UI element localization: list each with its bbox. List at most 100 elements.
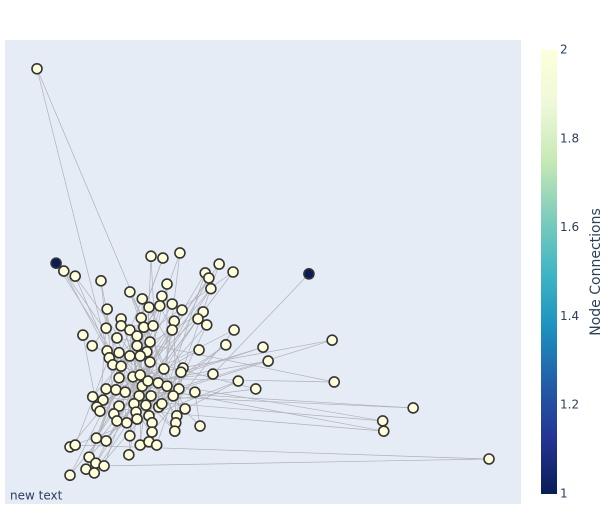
node <box>145 250 157 263</box>
edge <box>95 288 212 464</box>
node <box>179 403 191 415</box>
edge <box>74 325 122 446</box>
node <box>131 339 143 352</box>
node <box>158 363 170 375</box>
node <box>88 467 101 479</box>
node <box>157 252 169 264</box>
node <box>69 439 81 451</box>
node <box>146 426 158 438</box>
node <box>205 282 217 295</box>
colorbar-tick-label: 2 <box>560 43 568 57</box>
node <box>143 301 155 314</box>
edge <box>104 458 490 467</box>
node <box>94 405 106 418</box>
node <box>193 344 205 356</box>
node <box>124 324 136 336</box>
edge <box>184 380 239 410</box>
node <box>69 270 81 282</box>
node <box>328 376 341 388</box>
node <box>100 383 112 395</box>
colorbar-tick-label: 1.4 <box>560 309 579 323</box>
node <box>50 257 62 269</box>
node <box>377 425 390 437</box>
node <box>140 399 152 411</box>
node <box>207 368 219 380</box>
node <box>119 386 132 398</box>
node <box>124 429 136 442</box>
edge <box>135 277 210 413</box>
node <box>407 402 419 414</box>
edge <box>180 346 264 373</box>
node <box>156 290 168 302</box>
node <box>131 413 143 425</box>
node <box>189 386 201 398</box>
node <box>31 62 43 75</box>
node <box>192 313 204 325</box>
node <box>161 380 173 392</box>
edge <box>69 320 175 448</box>
node <box>213 258 225 270</box>
node <box>64 469 76 482</box>
node <box>124 286 136 298</box>
node <box>131 330 143 342</box>
edge <box>173 321 177 423</box>
node <box>232 375 245 387</box>
node <box>134 369 146 381</box>
node <box>227 266 239 278</box>
nodes <box>31 62 495 482</box>
edge <box>96 406 384 432</box>
node <box>113 371 125 384</box>
node <box>115 360 127 372</box>
node <box>144 336 156 348</box>
edge <box>128 283 168 455</box>
edge <box>151 329 235 433</box>
node <box>142 375 154 387</box>
colorbar-tick-label: 1.6 <box>560 220 579 234</box>
node <box>124 350 136 362</box>
node <box>77 329 89 341</box>
node <box>176 304 188 316</box>
node <box>257 341 269 353</box>
node <box>110 384 122 396</box>
node <box>156 397 168 410</box>
node <box>98 460 110 472</box>
node <box>161 278 173 290</box>
node <box>228 324 240 336</box>
node <box>376 415 389 427</box>
node <box>249 383 262 395</box>
node <box>111 415 123 427</box>
colorbar-tick-label: 1.8 <box>560 131 579 145</box>
colorbar-tick-label: 1.2 <box>560 398 579 412</box>
node <box>111 332 123 344</box>
node <box>101 303 113 315</box>
node <box>144 356 156 368</box>
edge <box>147 380 383 422</box>
node <box>86 339 99 352</box>
node <box>262 355 274 367</box>
node <box>135 312 148 324</box>
edge <box>105 271 234 442</box>
node <box>120 416 133 429</box>
node <box>168 425 181 437</box>
node <box>134 350 146 362</box>
node <box>150 439 163 451</box>
node <box>174 247 186 259</box>
node <box>58 265 70 277</box>
node <box>303 268 315 280</box>
edge <box>63 270 108 352</box>
colorbar-title: Node Connections <box>588 208 604 336</box>
node <box>166 324 178 336</box>
edge <box>100 280 107 329</box>
node <box>136 293 149 305</box>
edge <box>116 272 206 422</box>
edge <box>36 68 110 358</box>
node <box>175 366 187 379</box>
node <box>113 400 125 412</box>
node <box>220 339 232 351</box>
node <box>200 319 213 331</box>
edge <box>129 329 135 404</box>
node <box>194 420 206 432</box>
node <box>86 391 99 403</box>
